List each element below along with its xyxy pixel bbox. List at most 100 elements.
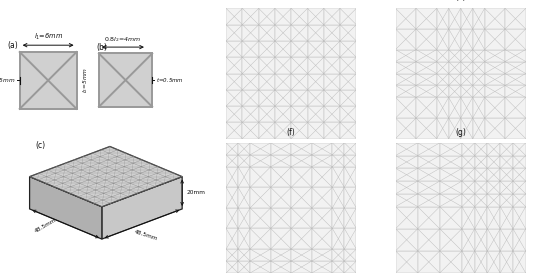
Bar	[275, 74, 292, 90]
Bar	[307, 41, 324, 57]
Bar	[250, 228, 271, 249]
Bar	[500, 143, 513, 156]
Bar	[472, 62, 485, 74]
Bar	[332, 155, 344, 167]
Bar	[312, 208, 332, 228]
Bar	[395, 62, 416, 74]
Bar	[243, 106, 258, 122]
Bar	[500, 251, 513, 273]
Text: (c): (c)	[36, 141, 46, 150]
Bar	[462, 143, 475, 156]
Bar	[462, 207, 475, 229]
Bar	[243, 8, 258, 25]
Polygon shape	[30, 146, 182, 207]
Bar	[275, 57, 292, 74]
Bar	[226, 167, 238, 187]
Bar	[258, 122, 275, 139]
Bar	[332, 187, 344, 208]
Bar	[472, 50, 485, 62]
Bar	[99, 53, 152, 107]
Bar	[292, 167, 312, 187]
Bar	[271, 167, 292, 187]
Bar	[462, 194, 475, 207]
Bar	[437, 85, 449, 97]
Bar	[487, 251, 500, 273]
Text: (e): (e)	[455, 0, 466, 3]
Polygon shape	[30, 177, 102, 239]
Bar	[487, 194, 500, 207]
Bar	[275, 122, 292, 139]
Text: $t$=0.5mm: $t$=0.5mm	[0, 76, 15, 85]
Bar	[226, 261, 238, 273]
Bar	[324, 122, 340, 139]
Bar	[312, 228, 332, 249]
Bar	[271, 155, 292, 167]
Bar	[344, 208, 356, 228]
Text: 48.5mm: 48.5mm	[34, 217, 58, 234]
Bar	[226, 90, 243, 106]
Bar	[243, 25, 258, 41]
Bar	[505, 29, 526, 50]
Bar	[344, 143, 356, 155]
Bar	[238, 228, 250, 249]
Bar	[226, 249, 238, 261]
Bar	[307, 8, 324, 25]
Bar	[505, 118, 526, 139]
Bar	[344, 228, 356, 249]
Bar	[258, 41, 275, 57]
Bar	[292, 208, 312, 228]
Bar	[485, 29, 505, 50]
Bar	[238, 208, 250, 228]
Bar	[332, 249, 344, 261]
Bar	[500, 168, 513, 181]
Text: $0.8l_2$=4mm: $0.8l_2$=4mm	[104, 36, 141, 45]
Bar	[500, 181, 513, 194]
Bar	[487, 207, 500, 229]
Bar	[292, 8, 307, 25]
Bar	[500, 156, 513, 168]
Bar	[292, 228, 312, 249]
Bar	[475, 143, 487, 156]
Bar	[472, 118, 485, 139]
Bar	[416, 29, 437, 50]
Bar	[475, 229, 487, 251]
Bar	[461, 74, 472, 85]
Bar	[485, 85, 505, 97]
Bar	[275, 106, 292, 122]
Bar	[461, 97, 472, 118]
Bar	[250, 261, 271, 273]
Bar	[461, 8, 472, 29]
Bar	[226, 187, 238, 208]
Bar	[417, 143, 440, 156]
Bar	[243, 90, 258, 106]
Bar	[258, 25, 275, 41]
Bar	[416, 85, 437, 97]
Bar	[395, 143, 417, 156]
Bar	[500, 194, 513, 207]
Bar	[416, 74, 437, 85]
Bar	[440, 251, 462, 273]
Text: (f): (f)	[287, 128, 295, 137]
Bar	[344, 249, 356, 261]
Bar	[417, 251, 440, 273]
Bar	[462, 251, 475, 273]
Bar	[500, 207, 513, 229]
Bar	[238, 155, 250, 167]
Bar	[505, 8, 526, 29]
Bar	[505, 97, 526, 118]
Bar	[340, 8, 356, 25]
Bar	[485, 50, 505, 62]
Bar	[395, 8, 416, 29]
Bar	[292, 57, 307, 74]
Text: 20mm: 20mm	[186, 190, 205, 195]
Bar	[238, 143, 250, 155]
Bar	[226, 25, 243, 41]
Bar	[395, 251, 417, 273]
Bar	[324, 41, 340, 57]
Bar	[275, 8, 292, 25]
Bar	[292, 25, 307, 41]
Bar	[307, 90, 324, 106]
Bar	[340, 41, 356, 57]
Bar	[292, 249, 312, 261]
Bar	[243, 74, 258, 90]
